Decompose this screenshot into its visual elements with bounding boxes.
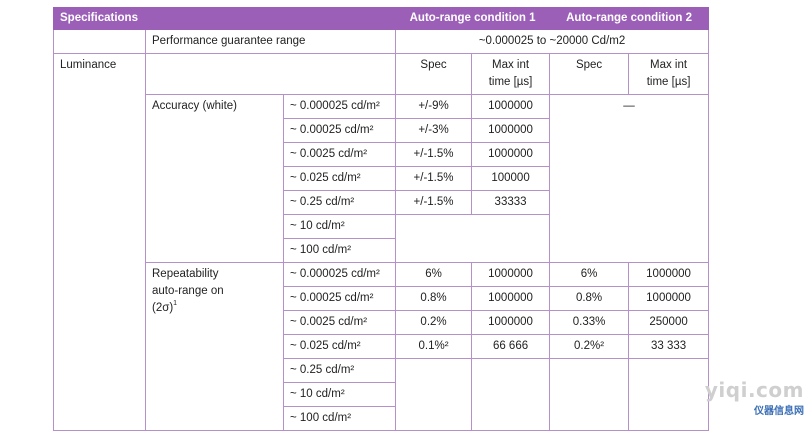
empty-cell [53,29,146,54]
spec-cell: +/-1.5% [395,190,473,215]
range-cell: ~ 0.25 cd/m² [282,358,397,383]
table-row: ~ 0.025 cd/m² +/-1.5% 100000 [54,166,709,191]
accuracy-cond2-dash: — [549,94,710,263]
spec-cell: +/-3% [395,118,473,143]
repeatability-label: Repeatability auto-range on (2σ)1 [145,262,284,431]
range-cell: ~ 0.25 cd/m² [282,190,397,215]
table-row: ~ 10 cd/m² [54,214,709,263]
spec-cell: 6% [549,262,630,287]
time-header-1: Max int time [µs] [471,53,551,95]
watermark-site: yiqi.com [704,378,804,402]
time-cell: 1000000 [471,118,551,143]
time-cell: 250000 [628,310,710,335]
spec-cell: +/-1.5% [395,142,473,167]
spec-cell: 0.2% [395,310,473,335]
time-header-2-line2: time [µs] [646,76,691,88]
spec-table: Specifications Auto-range condition 1 Au… [52,7,710,431]
range-cell: ~ 0.00025 cd/m² [282,118,397,143]
time-cell: 1000000 [471,262,551,287]
empty-cell [471,358,551,431]
accuracy-label: Accuracy (white) [145,94,284,263]
luminance-row: Luminance Spec Max int time [µs] Spec Max… [53,53,710,431]
table-row: Repeatability auto-range on (2σ)1 ~ 0.0000… [54,262,710,431]
empty-cell [549,358,630,431]
table-row: ~ 0.025 cd/m² 0.1%² 66 666 0.2%² 33 333 [54,334,710,359]
spec-header-1: Spec [395,53,473,95]
spec-cell: +/-9% [395,94,473,119]
range-cell: ~ 0.025 cd/m² [282,166,397,191]
spec-cell: +/-1.5% [395,166,473,191]
time-cell: 1000000 [628,262,710,287]
time-header-1-line1: Max int [492,59,530,71]
guarantee-row: Performance guarantee range ~0.000025 to… [53,29,710,54]
empty-cell [628,358,710,431]
time-cell: 100000 [471,166,551,191]
time-cell: 1000000 [471,142,551,167]
table-row: ~ 0.00025 cd/m² +/-3% 1000000 [54,118,709,143]
guarantee-label: Performance guarantee range [144,29,397,54]
header-cond2: Auto-range condition 2 [549,7,710,30]
empty-cell [144,53,397,95]
table-row: ~ 0.00025 cd/m² 0.8% 1000000 0.8% 100000… [54,286,710,311]
range-cell: ~ 0.000025 cd/m² [282,94,397,119]
empty-cell [395,214,551,263]
spec-table-page: Specifications Auto-range condition 1 Au… [52,7,710,431]
range-cell: ~ 10 cd/m² [282,214,397,239]
luminance-label: Luminance [53,53,146,431]
time-header-2-line1: Max int [650,59,688,71]
spec-cell: 0.33% [549,310,630,335]
range-cell: ~ 10 cd/m² [282,382,397,407]
time-cell: 33 333 [628,334,710,359]
header-row: Specifications Auto-range condition 1 Au… [52,7,710,30]
repeatability-line3: (2σ) [152,302,174,314]
time-cell: 1000000 [471,286,551,311]
watermark: yiqi.com 仪器信息网 [705,378,804,417]
table-row: Accuracy (white) ~ 0.000025 cd/m² +/-9% … [54,94,710,263]
range-cell: ~ 0.00025 cd/m² [282,286,397,311]
range-cell: ~ 0.0025 cd/m² [282,310,397,335]
watermark-brand: 仪器信息网 [754,406,804,417]
repeatability-line2: auto-range on [152,285,224,297]
empty-cell [395,358,473,431]
range-cell: ~ 100 cd/m² [282,238,397,263]
header-cond1: Auto-range condition 1 [395,7,551,30]
spec-header-2: Spec [549,53,630,95]
footnote-marker: 1 [173,300,178,308]
time-cell: 1000000 [628,286,710,311]
spec-cell: 6% [395,262,473,287]
guarantee-value: ~0.000025 to ~20000 Cd/m2 [395,29,710,54]
time-cell: 1000000 [471,310,551,335]
time-cell: 33333 [471,190,551,215]
table-row: ~ 0.25 cd/m² +/-1.5% 33333 [54,190,709,215]
time-cell: 66 666 [471,334,551,359]
time-cell: 1000000 [471,94,551,119]
spec-cell: 0.8% [549,286,630,311]
repeatability-line1: Repeatability [152,268,219,280]
spec-cell: 0.1%² [395,334,473,359]
header-specifications: Specifications [52,7,397,30]
table-row: ~ 0.0025 cd/m² +/-1.5% 1000000 [54,142,709,167]
range-cell: ~ 0.025 cd/m² [282,334,397,359]
range-cell: ~ 0.000025 cd/m² [282,262,397,287]
spec-cell: 0.2%² [549,334,630,359]
spec-cell: 0.8% [395,286,473,311]
time-header-2: Max int time [µs] [628,53,710,95]
time-header-1-line2: time [µs] [488,76,533,88]
range-cell: ~ 0.0025 cd/m² [282,142,397,167]
